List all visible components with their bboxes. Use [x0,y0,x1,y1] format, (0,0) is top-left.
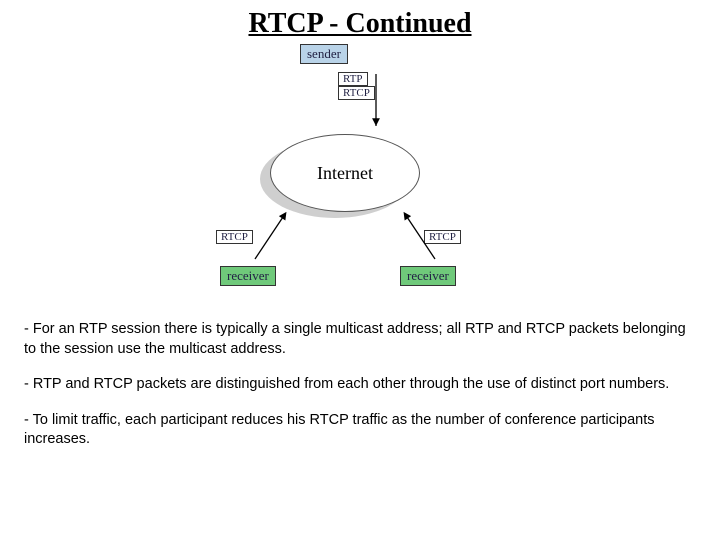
receiver-node-right: receiver [400,266,456,286]
sender-node: sender [300,44,348,64]
sender-label: sender [307,46,341,61]
bullet-list: - For an RTP session there is typically … [24,320,696,466]
rtcp-diagram: Internet sender receiver receiver RTP RT… [180,44,540,304]
bullet-2: - RTP and RTCP packets are distinguished… [24,375,696,395]
rtcp-label-top: RTCP [338,86,375,100]
rtp-label-top: RTP [338,72,368,86]
bullet-1: - For an RTP session there is typically … [24,320,696,359]
cloud-label: Internet [317,163,373,184]
page-title: RTCP - Continued [0,0,720,44]
bullet-3: - To limit traffic, each participant red… [24,411,696,450]
rtcp-label-right: RTCP [424,230,461,244]
internet-cloud: Internet [270,134,420,212]
rtcp-label-left: RTCP [216,230,253,244]
receiver1-label: receiver [227,268,269,283]
receiver2-label: receiver [407,268,449,283]
receiver-node-left: receiver [220,266,276,286]
